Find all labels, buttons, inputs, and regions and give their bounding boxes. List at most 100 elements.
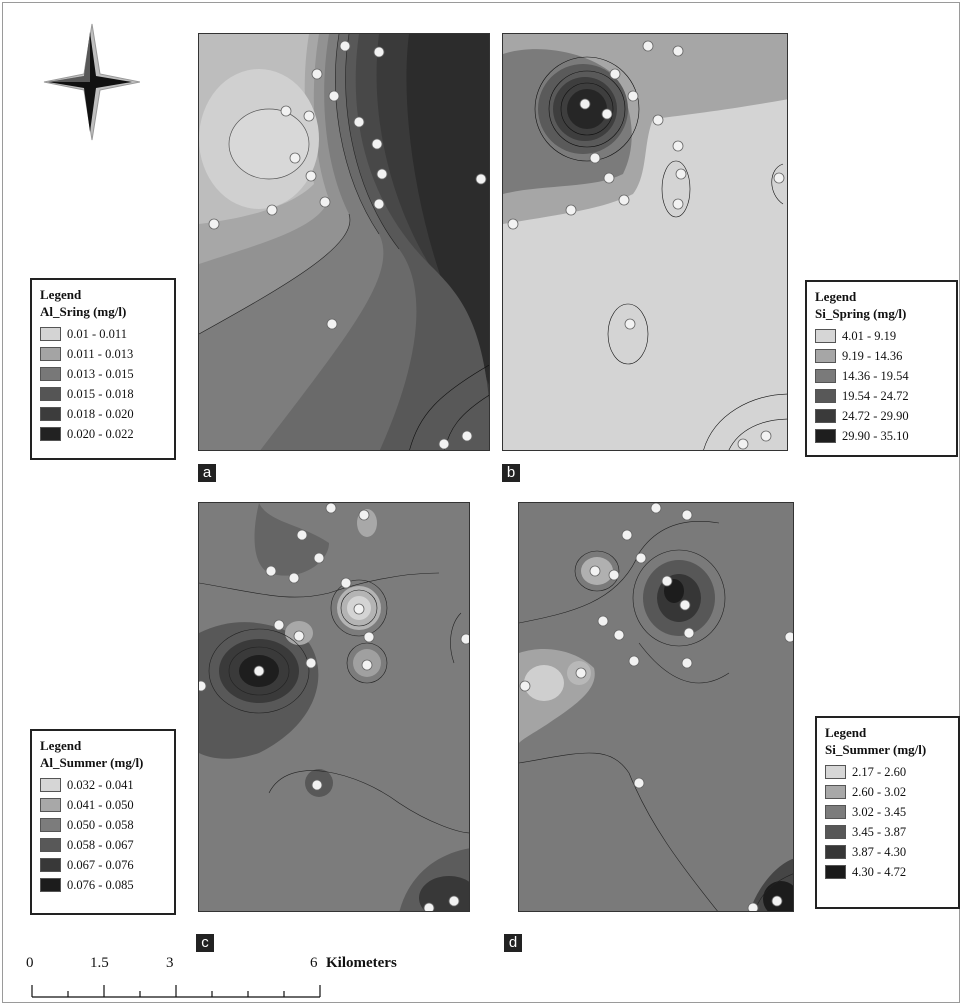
legend-class-row: 0.013 - 0.015 [40, 364, 166, 384]
legend-swatch [40, 407, 61, 421]
panel-label-b: b [502, 464, 520, 482]
legend-class-row: 0.020 - 0.022 [40, 424, 166, 444]
legend-class-label: 24.72 - 29.90 [842, 408, 909, 423]
legend-title: Legend [40, 738, 82, 753]
legend-swatch [40, 778, 61, 792]
panel-label-d: d [504, 934, 522, 952]
legend-class-label: 0.050 - 0.058 [67, 817, 134, 832]
legend-class-label: 0.041 - 0.050 [67, 797, 134, 812]
legend-class-label: 19.54 - 24.72 [842, 388, 909, 403]
legend-class-label: 0.011 - 0.013 [67, 346, 134, 361]
legend-class-row: 0.050 - 0.058 [40, 815, 166, 835]
legend-rows: 2.17 - 2.60 2.60 - 3.02 3.02 - 3.45 3.45 - … [825, 762, 950, 882]
legend-class-label: 4.30 - 4.72 [852, 864, 907, 879]
scale-bar: 0 1.5 3 6 Kilometers [26, 955, 397, 1005]
map-panel-a [198, 33, 490, 451]
legend-swatch [815, 329, 836, 343]
legend-class-label: 3.87 - 4.30 [852, 844, 907, 859]
legend-class-row: 3.87 - 4.30 [825, 842, 950, 862]
legend-swatch [40, 838, 61, 852]
legend-swatch [40, 367, 61, 381]
map-panel-c [198, 502, 470, 912]
legend-d: Legend Si_Summer (mg/l) 2.17 - 2.60 2.60 … [815, 716, 960, 909]
legend-b: Legend Si_Spring (mg/l) 4.01 - 9.19 9.19 … [805, 280, 958, 457]
legend-class-row: 0.032 - 0.041 [40, 775, 166, 795]
legend-class-label: 0.058 - 0.067 [67, 837, 134, 852]
legend-swatch [40, 347, 61, 361]
legend-class-row: 29.90 - 35.10 [815, 426, 948, 446]
legend-class-row: 9.19 - 14.36 [815, 346, 948, 366]
legend-class-row: 0.041 - 0.050 [40, 795, 166, 815]
legend-swatch [40, 387, 61, 401]
legend-class-label: 0.032 - 0.041 [67, 777, 134, 792]
legend-class-row: 2.60 - 3.02 [825, 782, 950, 802]
legend-class-label: 14.36 - 19.54 [842, 368, 909, 383]
legend-class-label: 2.17 - 2.60 [852, 764, 907, 779]
scale-tick-label: 3 [166, 955, 174, 971]
legend-class-row: 0.011 - 0.013 [40, 344, 166, 364]
scale-bar-ruler [31, 985, 321, 998]
legend-class-label: 29.90 - 35.10 [842, 428, 909, 443]
map-panel-d [518, 502, 794, 912]
scale-tick-label: 1.5 [90, 955, 109, 971]
scale-unit: Kilometers [326, 955, 397, 971]
legend-swatch [40, 327, 61, 341]
legend-class-row: 0.058 - 0.067 [40, 835, 166, 855]
legend-swatch [40, 878, 61, 892]
legend-swatch [825, 865, 846, 879]
legend-class-row: 0.015 - 0.018 [40, 384, 166, 404]
legend-class-label: 3.02 - 3.45 [852, 804, 907, 819]
legend-class-row: 3.45 - 3.87 [825, 822, 950, 842]
scale-tick-label: 0 [26, 955, 34, 971]
legend-class-label: 2.60 - 3.02 [852, 784, 907, 799]
legend-swatch [815, 349, 836, 363]
legend-swatch [825, 785, 846, 799]
legend-class-row: 4.01 - 9.19 [815, 326, 948, 346]
legend-swatch [40, 798, 61, 812]
compass-star-icon [43, 23, 140, 141]
legend-class-row: 19.54 - 24.72 [815, 386, 948, 406]
legend-swatch [815, 409, 836, 423]
scale-tick-label: 6 [310, 955, 318, 971]
legend-class-row: 4.30 - 4.72 [825, 862, 950, 882]
legend-title: Legend [825, 725, 867, 740]
legend-swatch [825, 825, 846, 839]
legend-subtitle: Si_Spring (mg/l) [815, 306, 907, 321]
legend-swatch [825, 765, 846, 779]
legend-title: Legend [40, 287, 82, 302]
legend-subtitle: Al_Sring (mg/l) [40, 304, 127, 319]
legend-class-row: 0.067 - 0.076 [40, 855, 166, 875]
legend-swatch [40, 858, 61, 872]
legend-class-label: 0.076 - 0.085 [67, 877, 134, 892]
legend-class-row: 0.018 - 0.020 [40, 404, 166, 424]
legend-rows: 0.01 - 0.011 0.011 - 0.013 0.013 - 0.015 0.… [40, 324, 166, 444]
legend-class-label: 0.015 - 0.018 [67, 386, 134, 401]
legend-c: Legend Al_Summer (mg/l) 0.032 - 0.041 0.0… [30, 729, 176, 915]
legend-swatch [815, 369, 836, 383]
legend-class-row: 0.01 - 0.011 [40, 324, 166, 344]
map-panel-b [502, 33, 788, 451]
legend-class-label: 0.01 - 0.011 [67, 326, 127, 341]
legend-subtitle: Al_Summer (mg/l) [40, 755, 144, 770]
legend-class-row: 3.02 - 3.45 [825, 802, 950, 822]
panel-label-c: c [196, 934, 214, 952]
legend-class-label: 3.45 - 3.87 [852, 824, 907, 839]
legend-a: Legend Al_Sring (mg/l) 0.01 - 0.011 0.011… [30, 278, 176, 460]
legend-class-row: 2.17 - 2.60 [825, 762, 950, 782]
legend-class-label: 0.067 - 0.076 [67, 857, 134, 872]
legend-rows: 4.01 - 9.19 9.19 - 14.36 14.36 - 19.54 19.5… [815, 326, 948, 446]
legend-class-row: 0.076 - 0.085 [40, 875, 166, 895]
legend-swatch [815, 389, 836, 403]
legend-class-label: 4.01 - 9.19 [842, 328, 897, 343]
legend-class-label: 0.013 - 0.015 [67, 366, 134, 381]
legend-swatch [815, 429, 836, 443]
legend-title: Legend [815, 289, 857, 304]
legend-subtitle: Si_Summer (mg/l) [825, 742, 927, 757]
legend-rows: 0.032 - 0.041 0.041 - 0.050 0.050 - 0.058 0… [40, 775, 166, 895]
legend-swatch [825, 845, 846, 859]
panel-label-a: a [198, 464, 216, 482]
legend-class-label: 0.018 - 0.020 [67, 406, 134, 421]
legend-swatch [825, 805, 846, 819]
legend-class-row: 14.36 - 19.54 [815, 366, 948, 386]
